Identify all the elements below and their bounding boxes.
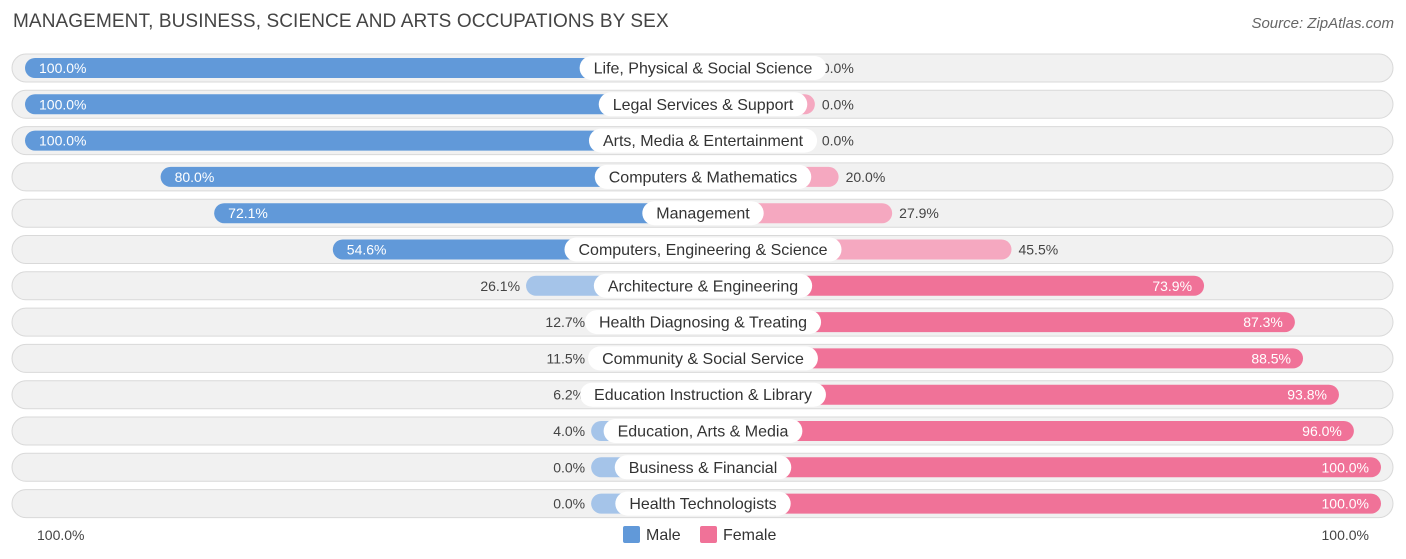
female-value-label: 100.0% [1322, 496, 1369, 512]
female-value-label: 0.0% [822, 60, 854, 76]
female-bar [703, 493, 1381, 514]
male-value-label: 4.0% [553, 423, 585, 439]
axis-left-label: 100.0% [37, 527, 84, 543]
category-label: Arts, Media & Entertainment [603, 133, 804, 150]
category-pill [580, 382, 826, 407]
category-pill [614, 455, 792, 480]
source-label: Source: ZipAtlas.com [1251, 15, 1394, 32]
male-value-label: 0.0% [553, 459, 585, 475]
male-bar [214, 203, 704, 224]
male-value-label: 100.0% [39, 60, 86, 76]
male-value-label: 6.2% [553, 387, 585, 403]
category-label: Computers, Engineering & Science [578, 242, 827, 259]
legend-female-swatch [700, 526, 717, 543]
category-pill [594, 164, 812, 189]
female-value-label: 20.0% [846, 169, 886, 185]
category-label: Health Diagnosing & Treating [599, 315, 807, 332]
female-value-label: 100.0% [1322, 459, 1369, 475]
male-bar [25, 130, 703, 151]
female-value-label: 0.0% [822, 96, 854, 112]
male-value-label: 72.1% [228, 205, 268, 221]
category-pill [603, 419, 803, 443]
female-bar [703, 348, 1304, 369]
category-pill [579, 56, 827, 80]
category-pill [564, 237, 842, 262]
category-pill [588, 346, 818, 371]
female-bar [703, 421, 1354, 441]
female-value-label: 96.0% [1302, 423, 1342, 439]
category-pill [588, 128, 818, 153]
category-label: Health Technologists [629, 496, 776, 513]
male-value-label: 100.0% [39, 133, 86, 149]
female-bar [703, 312, 1295, 333]
category-label: Management [656, 206, 750, 223]
category-pill [615, 491, 791, 516]
male-value-label: 0.0% [553, 496, 585, 512]
female-value-label: 88.5% [1251, 350, 1291, 366]
female-bar [703, 457, 1381, 478]
category-label: Life, Physical & Social Science [594, 61, 813, 78]
female-bar [703, 384, 1339, 405]
legend-male-label: Male [646, 527, 681, 544]
female-bar [703, 275, 1205, 296]
category-label: Education Instruction & Library [594, 387, 812, 404]
male-bar [160, 166, 704, 187]
category-pill [593, 273, 813, 298]
male-value-label: 12.7% [545, 314, 585, 330]
axis-right-label: 100.0% [1322, 527, 1369, 543]
male-value-label: 100.0% [39, 96, 86, 112]
category-label: Business & Financial [629, 460, 778, 477]
category-pill [584, 310, 822, 335]
female-value-label: 87.3% [1243, 314, 1283, 330]
male-value-label: 80.0% [175, 169, 215, 185]
male-value-label: 11.5% [546, 350, 585, 366]
female-value-label: 27.9% [899, 205, 939, 221]
legend-male-swatch [623, 526, 640, 543]
male-bar [25, 58, 703, 78]
chart-title: MANAGEMENT, BUSINESS, SCIENCE AND ARTS O… [13, 11, 669, 32]
female-value-label: 0.0% [822, 133, 854, 149]
female-value-label: 93.8% [1287, 387, 1327, 403]
female-value-label: 73.9% [1152, 278, 1192, 294]
category-label: Education, Arts & Media [618, 424, 789, 441]
category-pill [598, 92, 808, 117]
male-value-label: 54.6% [347, 242, 387, 258]
category-label: Community & Social Service [602, 351, 804, 368]
male-value-label: 26.1% [480, 278, 520, 294]
female-value-label: 45.5% [1018, 242, 1058, 258]
male-bar [25, 94, 703, 115]
category-label: Architecture & Engineering [608, 278, 798, 295]
legend-female-label: Female [723, 527, 776, 544]
category-pill [642, 201, 764, 226]
category-label: Legal Services & Support [613, 97, 794, 114]
category-label: Computers & Mathematics [609, 169, 798, 186]
